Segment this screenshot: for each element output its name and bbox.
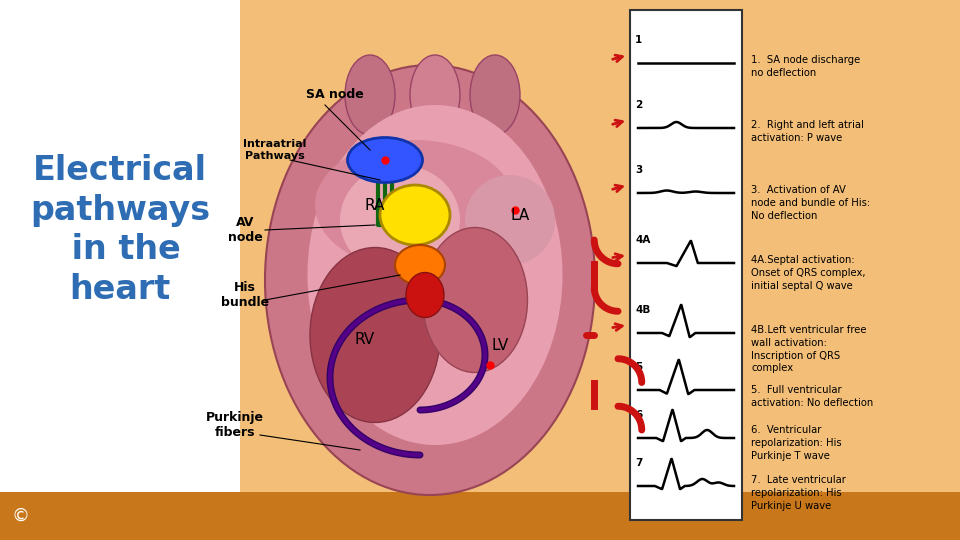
Text: 4B: 4B	[635, 305, 650, 315]
Text: 4B.Left ventricular free
wall activation:
Inscription of QRS
complex: 4B.Left ventricular free wall activation…	[751, 325, 867, 373]
Text: 5.  Full ventricular
activation: No deflection: 5. Full ventricular activation: No defle…	[751, 385, 874, 408]
Text: SA node: SA node	[306, 89, 364, 102]
Text: 5: 5	[635, 362, 642, 372]
Ellipse shape	[406, 273, 444, 318]
Text: 3: 3	[635, 165, 642, 175]
Text: 7: 7	[635, 458, 642, 468]
Ellipse shape	[345, 55, 395, 135]
Ellipse shape	[348, 138, 422, 183]
Ellipse shape	[422, 227, 527, 373]
Text: 4A.Septal activation:
Onset of QRS complex,
initial septal Q wave: 4A.Septal activation: Onset of QRS compl…	[751, 255, 866, 291]
Text: 3.  Activation of AV
node and bundle of His:
No deflection: 3. Activation of AV node and bundle of H…	[751, 185, 870, 221]
Ellipse shape	[310, 247, 440, 422]
Text: Intraatrial
Pathways: Intraatrial Pathways	[243, 139, 306, 161]
Ellipse shape	[315, 140, 515, 270]
Text: His
bundle: His bundle	[221, 281, 269, 309]
Ellipse shape	[380, 185, 450, 245]
Text: 4A: 4A	[635, 235, 650, 245]
Text: LA: LA	[511, 207, 530, 222]
Text: Electrical
pathways
 in the
heart: Electrical pathways in the heart	[30, 154, 210, 306]
Text: 6.  Ventricular
repolarization: His
Purkinje T wave: 6. Ventricular repolarization: His Purki…	[751, 425, 842, 461]
Text: RA: RA	[365, 198, 385, 213]
Text: 1.  SA node discharge
no deflection: 1. SA node discharge no deflection	[751, 55, 860, 78]
Text: 6: 6	[635, 410, 642, 420]
Text: 2.  Right and left atrial
activation: P wave: 2. Right and left atrial activation: P w…	[751, 120, 864, 143]
Ellipse shape	[410, 55, 460, 135]
Bar	[630, 10, 742, 520]
Ellipse shape	[465, 175, 555, 265]
Ellipse shape	[395, 245, 445, 285]
Text: AV
node: AV node	[228, 216, 262, 244]
Ellipse shape	[307, 105, 563, 445]
Text: 2: 2	[635, 100, 642, 110]
Text: LV: LV	[492, 338, 509, 353]
Text: RV: RV	[355, 333, 375, 348]
Bar	[0, 0, 240, 540]
Ellipse shape	[470, 55, 520, 135]
Text: ©: ©	[12, 507, 30, 525]
Text: 1: 1	[635, 35, 642, 45]
Bar	[0, 492, 960, 540]
Text: 7.  Late ventricular
repolarization: His
Purkinje U wave: 7. Late ventricular repolarization: His …	[751, 475, 846, 511]
Ellipse shape	[265, 65, 595, 495]
Text: Purkinje
fibers: Purkinje fibers	[206, 411, 264, 439]
Ellipse shape	[340, 165, 460, 275]
